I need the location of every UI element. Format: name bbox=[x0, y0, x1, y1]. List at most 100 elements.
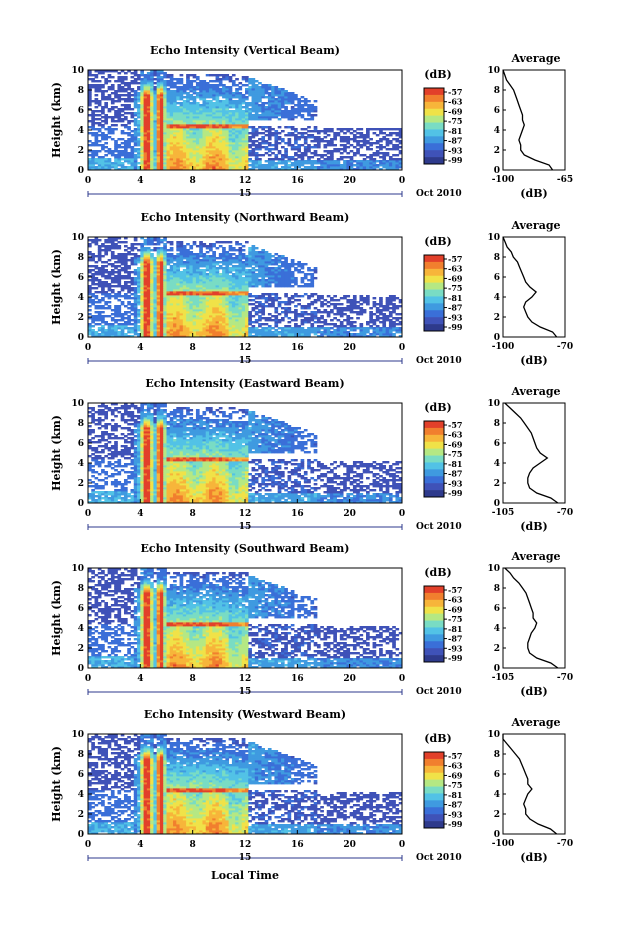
echo-cell bbox=[104, 146, 109, 149]
echo-cell bbox=[163, 118, 167, 121]
echo-cell bbox=[159, 70, 164, 73]
echo-cell bbox=[225, 138, 230, 141]
echo-cell bbox=[235, 94, 239, 97]
echo-cell bbox=[173, 255, 177, 258]
echo-cell bbox=[218, 138, 223, 141]
echo-cell bbox=[202, 124, 207, 127]
echo-cell bbox=[287, 138, 292, 141]
echo-cell bbox=[395, 144, 400, 147]
echo-cell bbox=[110, 285, 115, 288]
echo-cell bbox=[120, 110, 125, 113]
echo-cell bbox=[130, 158, 135, 161]
echo-cell bbox=[241, 168, 246, 171]
echo-cell bbox=[241, 128, 246, 131]
echo-cell bbox=[107, 116, 112, 119]
echo-cell bbox=[123, 140, 128, 143]
echo-cell bbox=[195, 136, 200, 139]
echo-cell bbox=[202, 142, 207, 145]
echo-cell bbox=[218, 82, 223, 85]
echo-cell bbox=[153, 122, 158, 125]
echo-cell bbox=[182, 122, 187, 125]
echo-cell bbox=[146, 116, 151, 119]
echo-cell bbox=[225, 150, 230, 153]
echo-cell bbox=[150, 102, 154, 105]
echo-cell bbox=[94, 132, 99, 135]
echo-cell bbox=[143, 110, 148, 113]
echo-cell bbox=[159, 166, 164, 169]
echo-cell bbox=[186, 243, 190, 246]
echo-cell bbox=[215, 261, 220, 264]
echo-cell bbox=[143, 126, 148, 129]
echo-cell bbox=[133, 138, 138, 141]
echo-cell bbox=[231, 166, 236, 169]
echo-cell bbox=[303, 108, 308, 111]
echo-cell bbox=[173, 160, 177, 163]
echo-cell bbox=[130, 303, 135, 306]
echo-cell bbox=[153, 92, 158, 95]
echo-cell bbox=[202, 96, 207, 99]
echo-cell bbox=[107, 160, 112, 163]
echo-cell bbox=[205, 273, 210, 276]
echo-cell bbox=[123, 144, 128, 147]
echo-cell bbox=[339, 128, 344, 131]
echo-cell bbox=[248, 269, 252, 272]
echo-cell bbox=[215, 92, 220, 95]
echo-cell bbox=[245, 158, 249, 161]
echo-cell bbox=[202, 100, 207, 103]
echo-cell bbox=[107, 108, 112, 111]
echo-cell bbox=[120, 158, 125, 161]
echo-cell bbox=[209, 243, 213, 246]
echo-cell bbox=[362, 134, 367, 137]
echo-cell bbox=[215, 162, 220, 165]
echo-cell bbox=[225, 122, 230, 125]
echo-cell bbox=[228, 92, 233, 95]
echo-cell bbox=[110, 106, 115, 109]
x-tick-label: 16 bbox=[291, 176, 304, 186]
echo-cell bbox=[107, 293, 112, 296]
echo-cell bbox=[133, 150, 138, 153]
echo-cell bbox=[88, 84, 92, 87]
echo-cell bbox=[366, 156, 370, 159]
echo-cell bbox=[94, 162, 99, 165]
echo-cell bbox=[169, 146, 174, 149]
echo-cell bbox=[156, 144, 161, 147]
echo-cell bbox=[215, 158, 220, 161]
echo-cell bbox=[117, 120, 122, 123]
echo-cell bbox=[156, 74, 161, 77]
echo-cell bbox=[195, 96, 200, 99]
echo-cell bbox=[326, 156, 331, 159]
echo-cell bbox=[215, 98, 220, 101]
echo-cell bbox=[179, 90, 184, 93]
echo-cell bbox=[91, 265, 95, 268]
echo-cell bbox=[241, 249, 246, 252]
echo-cell bbox=[369, 138, 373, 141]
echo-cell bbox=[248, 114, 252, 117]
echo-cell bbox=[137, 152, 141, 155]
echo-cell bbox=[245, 142, 249, 145]
echo-cell bbox=[153, 140, 158, 143]
echo-cell bbox=[235, 112, 239, 115]
echo-cell bbox=[130, 160, 135, 163]
echo-cell bbox=[163, 168, 167, 171]
echo-cell bbox=[159, 108, 164, 111]
echo-cell bbox=[186, 148, 190, 151]
echo-cell bbox=[114, 124, 118, 127]
echo-cell bbox=[323, 154, 328, 157]
echo-cell bbox=[182, 269, 187, 272]
echo-cell bbox=[88, 98, 92, 101]
echo-cell bbox=[146, 140, 151, 143]
echo-cell bbox=[166, 154, 171, 157]
echo-cell bbox=[215, 257, 220, 260]
echo-cell bbox=[120, 80, 125, 83]
echo-cell bbox=[222, 100, 226, 103]
echo-cell bbox=[123, 100, 128, 103]
echo-cell bbox=[209, 160, 213, 163]
echo-cell bbox=[202, 112, 207, 115]
echo-cell bbox=[91, 144, 95, 147]
echo-cell bbox=[159, 154, 164, 157]
echo-cell bbox=[290, 106, 295, 109]
echo-cell bbox=[169, 142, 174, 145]
echo-cell bbox=[264, 146, 269, 149]
echo-cell bbox=[143, 134, 148, 137]
echo-cell bbox=[238, 120, 243, 123]
